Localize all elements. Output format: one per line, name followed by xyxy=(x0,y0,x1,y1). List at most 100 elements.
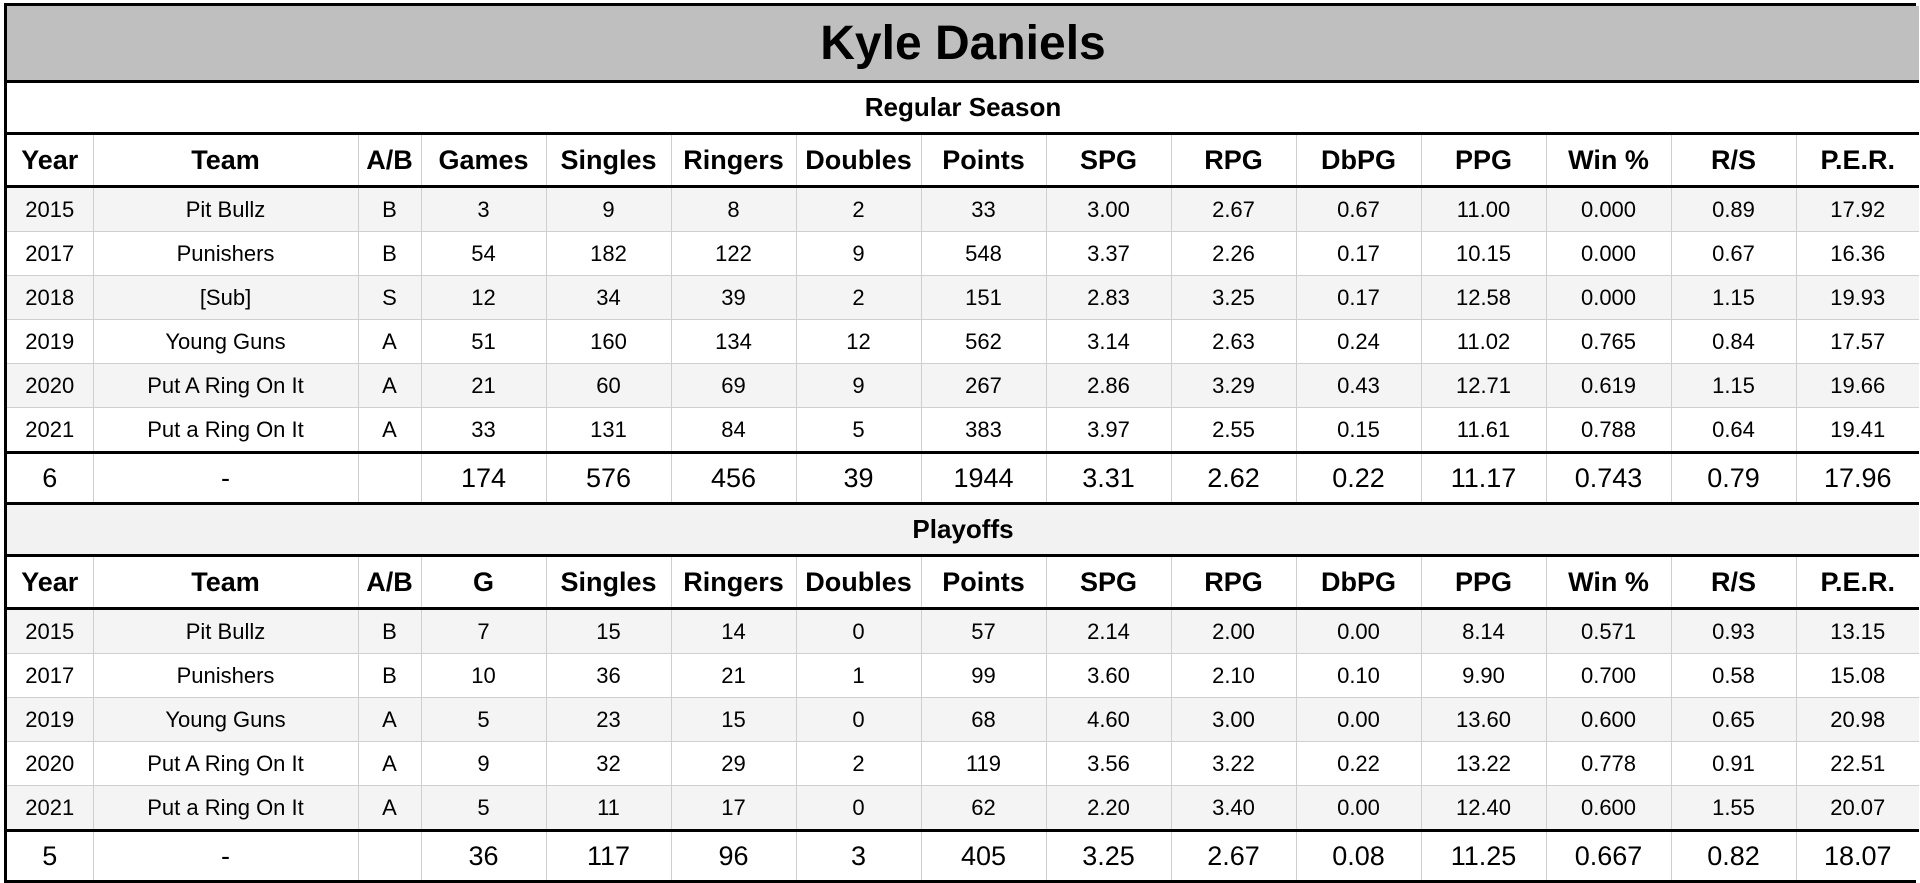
total-cell: 0.22 xyxy=(1296,452,1422,505)
table-cell: 19.41 xyxy=(1796,407,1919,454)
table-cell: 32 xyxy=(546,741,672,786)
table-cell: B xyxy=(358,186,422,232)
table-cell: 1 xyxy=(796,653,922,698)
column-header: Win % xyxy=(1546,555,1672,610)
column-header: P.E.R. xyxy=(1796,555,1919,610)
table-cell: 2020 xyxy=(7,741,94,786)
total-cell: 3.25 xyxy=(1046,830,1172,880)
table-cell: 10.15 xyxy=(1421,231,1547,276)
table-cell: 3.29 xyxy=(1171,363,1297,408)
table-cell: 33 xyxy=(921,186,1047,232)
total-cell: 3 xyxy=(796,830,922,880)
table-cell: 119 xyxy=(921,741,1047,786)
column-header: Ringers xyxy=(671,555,797,610)
total-cell: 1944 xyxy=(921,452,1047,505)
column-header: Doubles xyxy=(796,133,922,188)
table-cell: 1.15 xyxy=(1671,275,1797,320)
table-cell: 36 xyxy=(546,653,672,698)
table-cell: 151 xyxy=(921,275,1047,320)
table-cell: Put a Ring On It xyxy=(93,407,359,454)
column-header: Points xyxy=(921,133,1047,188)
table-cell: 0.93 xyxy=(1671,608,1797,654)
table-cell: 51 xyxy=(421,319,547,364)
table-cell: 34 xyxy=(546,275,672,320)
table-cell: A xyxy=(358,741,422,786)
table-cell: 3.56 xyxy=(1046,741,1172,786)
table-cell: Put A Ring On It xyxy=(93,363,359,408)
table-cell: 0.67 xyxy=(1296,186,1422,232)
table-cell: 0.17 xyxy=(1296,231,1422,276)
table-row: 2019 Young Guns A 5 23 15 0 68 4.60 3.00 0.00 13.60… xyxy=(7,697,1919,742)
table-cell: 5 xyxy=(796,407,922,454)
table-cell: 2.14 xyxy=(1046,608,1172,654)
column-header: R/S xyxy=(1671,133,1797,188)
column-header: G xyxy=(421,555,547,610)
table-cell: 15.08 xyxy=(1796,653,1919,698)
column-header: Singles xyxy=(546,555,672,610)
playoffs-totals-row: 5- 36 117 96 3 405 3.25 2.67 0.08 11.25 0.667 0.82 1… xyxy=(7,830,1919,880)
table-cell: 9 xyxy=(796,363,922,408)
table-cell: 122 xyxy=(671,231,797,276)
table-cell: 2019 xyxy=(7,697,94,742)
total-cell: 5 xyxy=(7,830,94,880)
table-cell: 20.98 xyxy=(1796,697,1919,742)
table-cell: Put a Ring On It xyxy=(93,785,359,832)
table-row: 2015 Pit Bullz B 7 15 14 0 57 2.14 2.00 0.00 8.14 0.… xyxy=(7,608,1919,654)
table-cell: 2 xyxy=(796,186,922,232)
table-cell: 10 xyxy=(421,653,547,698)
table-cell: 562 xyxy=(921,319,1047,364)
table-cell: 0.65 xyxy=(1671,697,1797,742)
column-header: Doubles xyxy=(796,555,922,610)
total-cell: 0.79 xyxy=(1671,452,1797,505)
table-row: 2020 Put A Ring On It A 9 32 29 2 119 3.56 3.22 0.… xyxy=(7,741,1919,786)
playoffs-section-row: Playoffs xyxy=(7,503,1919,557)
table-cell: 2019 xyxy=(7,319,94,364)
column-header: SPG xyxy=(1046,555,1172,610)
table-cell: 0 xyxy=(796,785,922,832)
table-cell: 182 xyxy=(546,231,672,276)
table-cell: 62 xyxy=(921,785,1047,832)
table-cell: 0.84 xyxy=(1671,319,1797,364)
table-cell: 2.83 xyxy=(1046,275,1172,320)
table-cell: 134 xyxy=(671,319,797,364)
table-cell: 14 xyxy=(671,608,797,654)
table-cell: S xyxy=(358,275,422,320)
table-cell: 0.15 xyxy=(1296,407,1422,454)
table-cell: 0.600 xyxy=(1546,785,1672,832)
total-cell: 0.743 xyxy=(1546,452,1672,505)
table-cell: 8 xyxy=(671,186,797,232)
table-cell: 3 xyxy=(421,186,547,232)
column-header: DbPG xyxy=(1296,555,1422,610)
table-cell: 2.20 xyxy=(1046,785,1172,832)
table-row: 2015 Pit Bullz B 3 9 8 2 33 3.00 2.67 0.67 11.00 0.0… xyxy=(7,186,1919,232)
table-cell: Pit Bullz xyxy=(93,608,359,654)
total-cell: 174 xyxy=(421,452,547,505)
table-cell: Young Guns xyxy=(93,697,359,742)
column-header: Win % xyxy=(1546,133,1672,188)
table-cell: 0.67 xyxy=(1671,231,1797,276)
table-cell: 13.15 xyxy=(1796,608,1919,654)
table-cell: 69 xyxy=(671,363,797,408)
table-cell: 0.765 xyxy=(1546,319,1672,364)
column-header: SPG xyxy=(1046,133,1172,188)
table-cell: 0.000 xyxy=(1546,231,1672,276)
table-cell: 12.40 xyxy=(1421,785,1547,832)
table-cell: 0.89 xyxy=(1671,186,1797,232)
table-cell: 548 xyxy=(921,231,1047,276)
table-cell: 0.000 xyxy=(1546,275,1672,320)
column-header: Games xyxy=(421,133,547,188)
column-header: RPG xyxy=(1171,133,1297,188)
column-header: A/B xyxy=(358,133,422,188)
table-cell: 21 xyxy=(671,653,797,698)
table-cell: 0.22 xyxy=(1296,741,1422,786)
total-cell: - xyxy=(93,452,359,505)
table-cell: 3.40 xyxy=(1171,785,1297,832)
table-cell: Put A Ring On It xyxy=(93,741,359,786)
table-row: 2018 [Sub] S 12 34 39 2 151 2.83 3.25 0.17 12.58 0.0… xyxy=(7,275,1919,320)
table-cell: 9.90 xyxy=(1421,653,1547,698)
table-cell: 15 xyxy=(546,608,672,654)
table-cell: 2.63 xyxy=(1171,319,1297,364)
table-cell: 29 xyxy=(671,741,797,786)
table-cell: 2 xyxy=(796,275,922,320)
column-header: DbPG xyxy=(1296,133,1422,188)
